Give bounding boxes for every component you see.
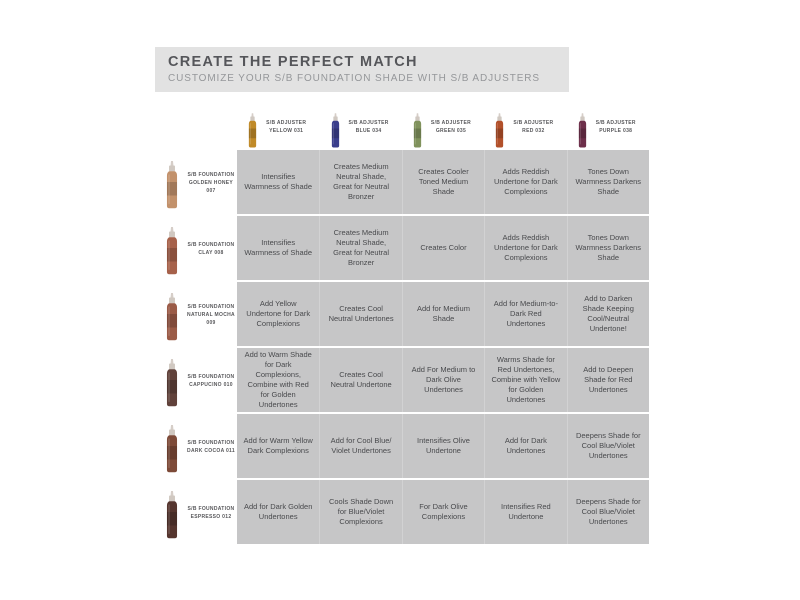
product-brand: S/B ADJUSTER [595, 120, 636, 126]
adjuster-purple-038: S/B ADJUSTER PURPLE 038 [567, 97, 649, 148]
product-label: S/B FOUNDATION GOLDEN HONEY 007 [185, 171, 237, 195]
effects-row-2: Intensifies Warmness of Shade Creates Med… [237, 216, 649, 280]
bottle-icon [496, 113, 504, 148]
effect-cell-r2-c5: Tones Down Warmness Darkens Shade [566, 216, 649, 280]
effect-cell-r1-c1: Intensifies Warmness of Shade [244, 171, 313, 191]
product-label: S/B FOUNDATION NATURAL MOCHA 009 [185, 303, 237, 327]
effect-cell-r4-c3: Add For Medium to Dark Olive Undertones [401, 348, 484, 412]
effect-cell-r5-c3: Intensifies Olive Undertone [401, 414, 484, 478]
product-brand: S/B FOUNDATION [187, 506, 235, 512]
product-brand: S/B FOUNDATION [187, 304, 235, 310]
effect-cell-r2-c3: Creates Color [401, 216, 484, 280]
product-name: NATURAL MOCHA 009 [187, 312, 235, 326]
effect-cell-r1-c4: Adds Reddish Undertone for Dark Complexi… [484, 150, 566, 214]
effects-row-1: Intensifies Warmness of Shade Creates Med… [237, 150, 649, 214]
adjuster-yellow-031: S/B ADJUSTER YELLOW 031 [237, 97, 319, 148]
effect-cell-r2-c4: Adds Reddish Undertone for Dark Complexi… [484, 216, 566, 280]
effect-cell-r6-c4: Intensifies Red Undertone [484, 480, 566, 544]
foundation-espresso-012: S/B FOUNDATION ESPRESSO 012 [156, 480, 237, 546]
foundation-dark-cocoa-011: S/B FOUNDATION DARK COCOA 011 [156, 414, 237, 480]
effect-cell-r2-c2: Creates Medium Neutral Shade, Great for … [319, 216, 401, 280]
adjuster-green-035: S/B ADJUSTER GREEN 035 [402, 97, 484, 148]
product-name: BLUE 034 [355, 128, 382, 134]
effect-cell-r5-c1: Add for Warm Yellow Dark Complexions [243, 435, 313, 455]
product-label: S/B ADJUSTER PURPLE 038 [592, 119, 640, 135]
product-label: S/B ADJUSTER BLUE 034 [345, 119, 393, 135]
bottle-icon [331, 113, 339, 148]
bottle-icon [166, 358, 178, 407]
effect-cell-r6-c3: For Dark Olive Complexions [401, 480, 484, 544]
effect-cell-r6-c5: Deepens Shade for Cool Blue/Violet Under… [566, 480, 649, 544]
product-name: YELLOW 031 [269, 128, 304, 134]
effects-grid: Intensifies Warmness of Shade Creates Med… [237, 150, 649, 544]
product-name: CAPPUCINO 010 [189, 382, 233, 388]
effect-cell-r3-c1: Add Yellow Undertone for Dark Complexion… [246, 298, 311, 329]
product-label: S/B ADJUSTER RED 032 [509, 119, 557, 135]
effects-row-5: Add for Warm Yellow Dark Complexions Add … [237, 414, 649, 478]
product-name: GOLDEN HONEY 007 [188, 180, 234, 194]
effect-cell-r2-c1: Intensifies Warmness of Shade [244, 237, 313, 257]
bottle-icon [166, 292, 178, 341]
product-brand: S/B FOUNDATION [187, 440, 235, 446]
bottle-icon [166, 226, 178, 275]
effects-row-4: Add to Warm Shade for Dark Complexions, … [237, 348, 649, 412]
effect-cell-r1-c3: Creates Cooler Toned Medium Shade [401, 150, 484, 214]
bottle-icon [166, 424, 178, 473]
product-brand: S/B FOUNDATION [187, 374, 235, 380]
effect-cell-r4-c4: Warms Shade for Red Undertones, Combine … [484, 348, 566, 412]
effect-cell-r3-c2: Creates Cool Neutral Undertones [319, 282, 401, 346]
effect-cell-r3-c3: Add for Medium Shade [401, 282, 484, 346]
product-label: S/B ADJUSTER YELLOW 031 [262, 119, 310, 135]
page-title: CREATE THE PERFECT MATCH [168, 54, 418, 70]
adjuster-header-row: S/B ADJUSTER YELLOW 031 S/B ADJUSTER BLU… [237, 97, 649, 148]
effect-cell-r4-c2: Creates Cool Neutral Undertone [319, 348, 401, 412]
effect-cell-r1-c5: Tones Down Warmness Darkens Shade [566, 150, 649, 214]
product-brand: S/B ADJUSTER [266, 120, 307, 126]
product-label: S/B FOUNDATION CLAY 008 [185, 241, 237, 257]
effect-cell-r5-c5: Deepens Shade for Cool Blue/Violet Under… [566, 414, 649, 478]
foundation-clay-008: S/B FOUNDATION CLAY 008 [156, 216, 237, 282]
product-brand: S/B FOUNDATION [187, 172, 235, 178]
bottle-icon [166, 490, 178, 539]
adjuster-red-032: S/B ADJUSTER RED 032 [484, 97, 566, 148]
page-subtitle: CUSTOMIZE YOUR S/B FOUNDATION SHADE WITH… [168, 73, 540, 84]
bottle-icon [249, 113, 257, 148]
effects-row-3: Add Yellow Undertone for Dark Complexion… [237, 282, 649, 346]
product-name: RED 032 [522, 128, 545, 134]
product-name: ESPRESSO 012 [190, 514, 232, 520]
foundation-row-headers: S/B FOUNDATION GOLDEN HONEY 007 S/B FOUN… [156, 150, 237, 546]
foundation-cappucino-010: S/B FOUNDATION CAPPUCINO 010 [156, 348, 237, 414]
product-label: S/B FOUNDATION ESPRESSO 012 [185, 505, 237, 521]
product-brand: S/B FOUNDATION [187, 242, 235, 248]
product-label: S/B FOUNDATION CAPPUCINO 010 [185, 373, 237, 389]
bottle-icon [166, 160, 178, 209]
product-brand: S/B ADJUSTER [348, 120, 389, 126]
effect-cell-r5-c2: Add for Cool Blue/ Violet Undertones [319, 414, 401, 478]
effect-cell-r4-c1: Add to Warm Shade for Dark Complexions, … [244, 349, 312, 410]
product-label: S/B FOUNDATION DARK COCOA 011 [185, 439, 237, 455]
effect-cell-r6-c2: Cools Shade Down for Blue/Violet Complex… [319, 480, 401, 544]
header: CREATE THE PERFECT MATCH CUSTOMIZE YOUR … [155, 47, 569, 92]
adjuster-blue-034: S/B ADJUSTER BLUE 034 [319, 97, 401, 148]
effect-cell-r1-c2: Creates Medium Neutral Shade, Great for … [319, 150, 401, 214]
product-brand: S/B ADJUSTER [430, 120, 472, 126]
effects-row-6: Add for Dark Golden Undertones Cools Shad… [237, 480, 649, 544]
bottle-icon [578, 113, 586, 148]
effect-cell-r3-c5: Add to Darken Shade Keeping Cool/Neutral… [566, 282, 649, 346]
product-name: DARK COCOA 011 [187, 448, 235, 454]
effect-cell-r6-c1: Add for Dark Golden Undertones [244, 501, 313, 521]
foundation-golden-honey-007: S/B FOUNDATION GOLDEN HONEY 007 [156, 150, 237, 216]
product-name: PURPLE 038 [599, 128, 633, 134]
product-name: GREEN 035 [435, 128, 467, 134]
effect-cell-r3-c4: Add for Medium-to-Dark Red Undertones [484, 282, 566, 346]
product-brand: S/B ADJUSTER [513, 120, 554, 126]
product-name: CLAY 008 [198, 250, 224, 256]
effect-cell-r4-c5: Add to Deepen Shade for Red Undertones [566, 348, 649, 412]
bottle-icon [413, 113, 422, 148]
foundation-natural-mocha-009: S/B FOUNDATION NATURAL MOCHA 009 [156, 282, 237, 348]
effect-cell-r5-c4: Add for Dark Undertones [484, 414, 566, 478]
product-label: S/B ADJUSTER GREEN 035 [427, 119, 475, 135]
